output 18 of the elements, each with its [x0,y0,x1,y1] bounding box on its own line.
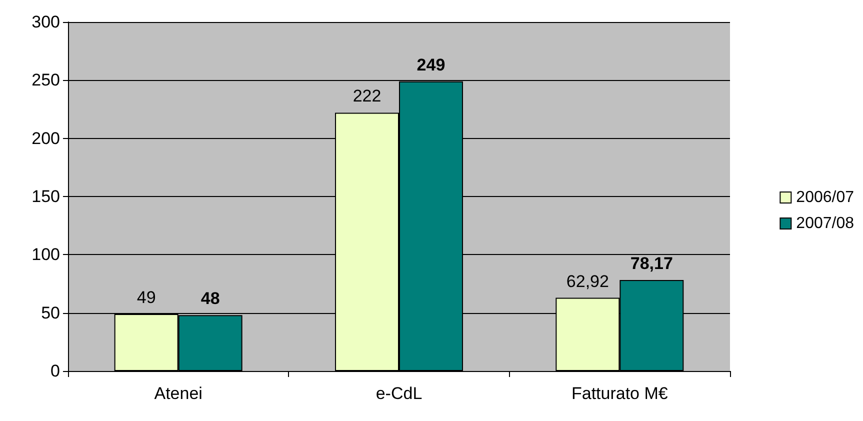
y-tick-label: 200 [32,128,60,148]
x-tick-label: Fatturato M€ [571,384,668,403]
y-tick-label: 100 [32,245,60,264]
x-tick-label: e-CdL [376,384,422,403]
legend-label: 2006/07 [796,189,854,206]
y-tick-label: 250 [32,70,60,90]
legend-label: 2007/08 [796,215,854,232]
x-tick-label: Atenei [154,384,202,403]
y-tick-label: 0 [50,362,60,380]
data-label: 222 [352,86,382,106]
data-label: 78,17 [630,254,673,274]
y-tick-label: 300 [32,12,60,32]
y-tick-label: 50 [41,303,60,322]
y-tick-label: 150 [32,187,60,206]
data-label: 62,92 [566,272,609,291]
data-label: 249 [416,55,446,74]
data-label: 48 [200,289,220,308]
data-label: 49 [136,288,156,307]
